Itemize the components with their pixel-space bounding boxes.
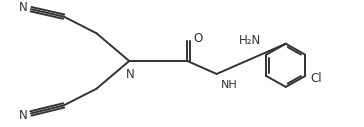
Text: N: N [19,109,28,122]
Text: NH: NH [221,80,237,90]
Text: O: O [193,32,203,45]
Text: N: N [19,1,28,14]
Text: H₂N: H₂N [239,34,261,47]
Text: N: N [126,68,135,81]
Text: Cl: Cl [310,72,322,85]
